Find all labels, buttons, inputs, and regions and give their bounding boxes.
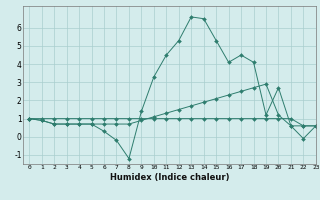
X-axis label: Humidex (Indice chaleur): Humidex (Indice chaleur) xyxy=(110,173,229,182)
